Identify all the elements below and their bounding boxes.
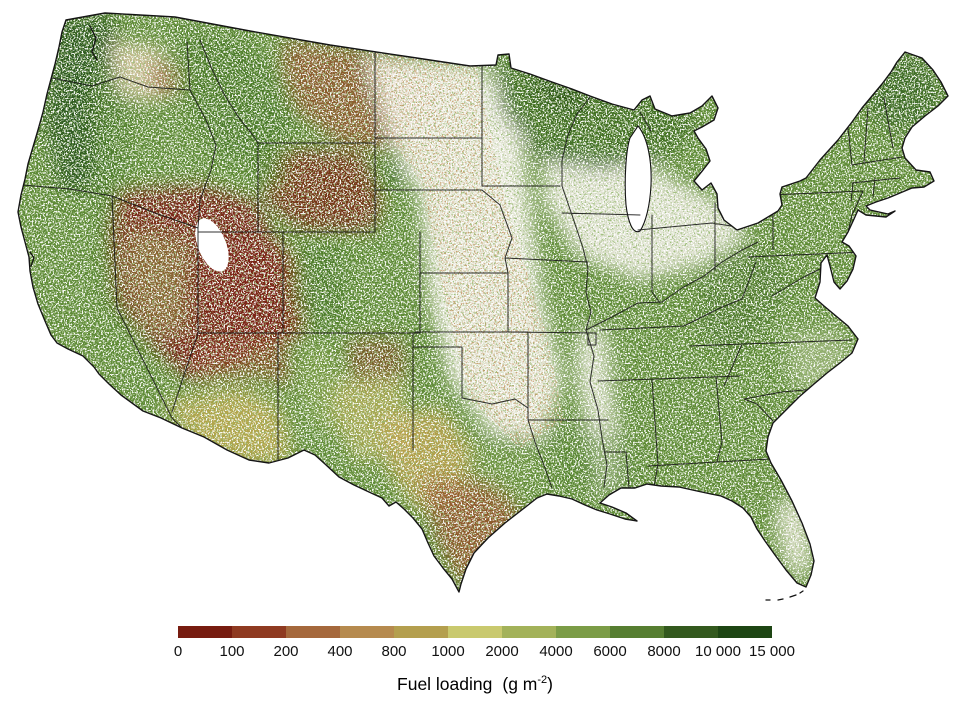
puget-sound — [89, 25, 98, 61]
speckle-texture — [18, 13, 948, 592]
coastal-details — [29, 25, 804, 601]
lake-michigan — [624, 125, 652, 233]
florida-keys — [765, 590, 804, 601]
san-francisco-bay — [29, 251, 35, 267]
us-outline — [17, 12, 949, 593]
state-borders — [21, 39, 903, 489]
